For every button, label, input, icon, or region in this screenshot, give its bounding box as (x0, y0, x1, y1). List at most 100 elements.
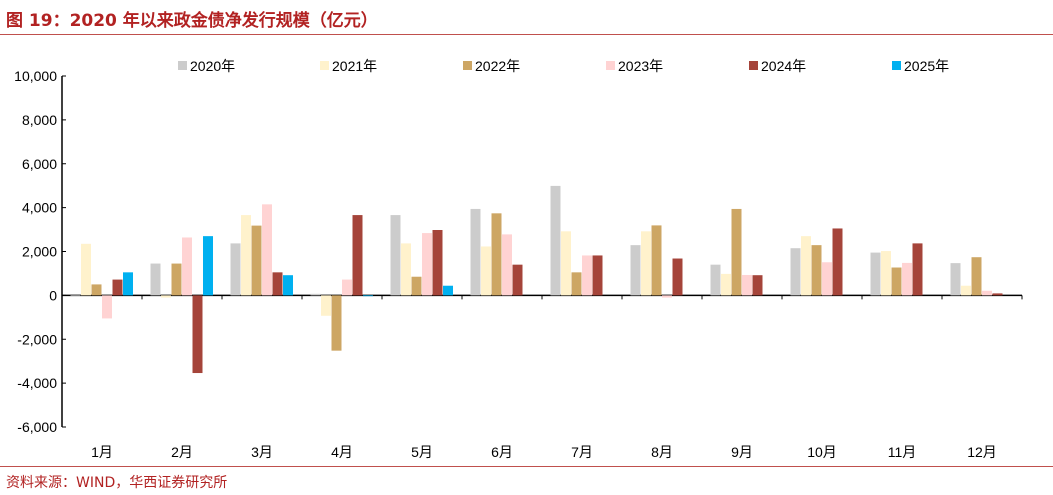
bar-2022-3 (251, 225, 262, 296)
bar-2020-10 (790, 248, 801, 296)
bar-2020-9 (710, 264, 721, 296)
x-tick-label: 6月 (491, 444, 513, 460)
bar-2021-7 (561, 231, 571, 296)
bar-2022-11 (891, 267, 902, 296)
bar-2022-7 (571, 272, 582, 296)
legend-label: 2021年 (332, 58, 377, 74)
bar-2024-12 (992, 293, 1003, 296)
bar-2022-4 (331, 295, 342, 351)
bar-2021-10 (801, 236, 811, 296)
y-tick-label: 0 (49, 287, 57, 303)
x-tick-label: 4月 (331, 444, 353, 460)
bar-2022-12 (971, 257, 982, 296)
y-tick-label: -6,000 (17, 419, 57, 435)
bar-2023-5 (422, 233, 432, 296)
bar-2025-5 (443, 285, 453, 296)
bar-2020-11 (870, 252, 881, 296)
y-tick-label: -4,000 (17, 375, 57, 391)
x-tick-label: 1月 (91, 444, 113, 460)
legend-label: 2023年 (618, 58, 663, 74)
x-tick-label: 9月 (731, 444, 753, 460)
bar-2023-12 (982, 290, 992, 296)
bar-2024-1 (112, 279, 123, 296)
x-tick-label: 5月 (411, 444, 433, 460)
bar-2023-7 (582, 255, 592, 296)
source-note: 资料来源：WIND，华西证券研究所 (6, 475, 228, 491)
x-tick-label: 2月 (171, 444, 193, 460)
legend-swatch (749, 61, 758, 70)
bar-2020-6 (470, 208, 481, 296)
bar-2024-3 (272, 272, 283, 296)
x-tick-label: 10月 (807, 444, 837, 460)
bar-2020-5 (390, 215, 401, 296)
title-divider (0, 34, 1053, 35)
legend-swatch (463, 61, 472, 70)
bar-2024-7 (592, 255, 603, 296)
bar-2024-2 (192, 295, 203, 374)
y-tick-label: 4,000 (22, 200, 57, 216)
legend-label: 2022年 (475, 58, 520, 74)
bar-2022-1 (91, 284, 102, 296)
bar-2020-7 (550, 185, 561, 296)
bar-2024-5 (432, 230, 443, 296)
legend-label: 2024年 (761, 58, 806, 74)
bar-2024-4 (352, 215, 363, 296)
y-tick-label: 8,000 (22, 112, 57, 128)
bar-2023-6 (502, 234, 512, 296)
y-tick-label: -2,000 (17, 331, 57, 347)
bar-2020-3 (230, 243, 241, 296)
bar-2024-11 (912, 243, 923, 296)
bar-2023-2 (182, 237, 192, 296)
bar-2023-9 (742, 274, 752, 296)
legend-swatch (320, 61, 329, 70)
legend-label: 2020年 (190, 58, 235, 74)
bar-2023-4 (342, 279, 352, 296)
y-tick-label: 2,000 (22, 244, 57, 260)
bar-2020-1 (70, 295, 81, 297)
bar-2022-2 (171, 263, 182, 296)
bar-2022-9 (731, 208, 742, 296)
bar-2021-4 (321, 295, 331, 316)
x-tick-label: 12月 (967, 444, 997, 460)
bar-2024-6 (512, 264, 523, 296)
bar-2023-3 (262, 204, 272, 296)
bar-2022-8 (651, 225, 662, 296)
bar-2023-1 (102, 295, 112, 319)
legend-swatch (178, 61, 187, 70)
bar-2025-4 (363, 295, 373, 297)
x-tick-label: 11月 (888, 444, 917, 460)
bar-2022-5 (411, 276, 422, 296)
chart-title: 图 19：2020 年以来政金债净发行规模（亿元） (6, 11, 378, 31)
bar-2025-2 (203, 236, 213, 296)
bar-2020-12 (950, 263, 961, 296)
bar-2024-8 (672, 258, 683, 296)
bar-2023-8 (662, 295, 672, 298)
legend-swatch (892, 61, 901, 70)
bar-2021-6 (481, 246, 491, 296)
bar-2023-10 (822, 262, 832, 296)
bar-2024-10 (832, 228, 843, 296)
bar-2021-3 (241, 215, 251, 296)
legend-swatch (606, 61, 615, 70)
x-tick-label: 8月 (651, 444, 673, 460)
bar-2021-2 (161, 295, 171, 298)
bar-2021-9 (721, 273, 731, 296)
bar-2023-11 (902, 262, 912, 296)
x-tick-label: 7月 (571, 444, 593, 460)
bar-2021-1 (81, 243, 91, 296)
bar-2021-11 (881, 251, 891, 296)
y-tick-label: 6,000 (22, 156, 57, 172)
bar-2022-10 (811, 245, 822, 296)
bar-2025-1 (123, 272, 133, 296)
bar-2024-9 (752, 275, 763, 296)
bar-2020-8 (630, 245, 641, 296)
x-tick-label: 3月 (251, 444, 273, 460)
bar-2021-8 (641, 231, 651, 296)
bar-2021-12 (961, 285, 971, 296)
y-tick-label: 10,000 (14, 68, 57, 84)
legend-label: 2025年 (904, 58, 949, 74)
footer-divider (0, 466, 1053, 467)
bar-2021-5 (401, 243, 411, 296)
bar-2025-3 (283, 275, 293, 296)
